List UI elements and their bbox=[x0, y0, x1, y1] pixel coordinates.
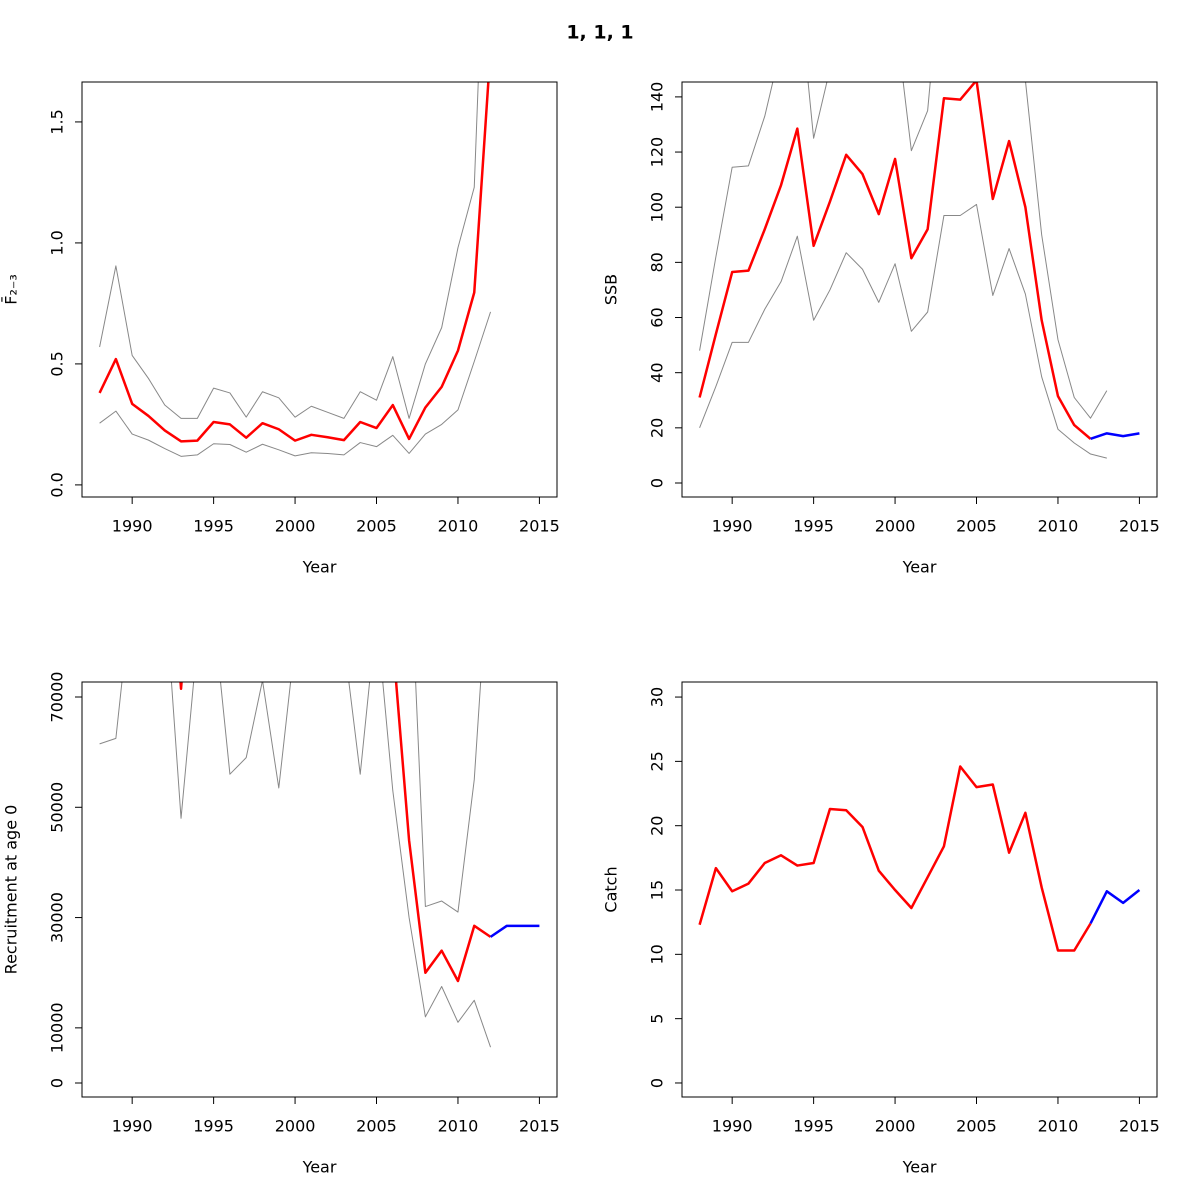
x-tick-label: 2015 bbox=[519, 517, 560, 536]
x-axis-label: Year bbox=[302, 1158, 337, 1177]
x-tick-label: 2005 bbox=[356, 1117, 397, 1136]
y-tick-label: 60 bbox=[648, 307, 667, 327]
x-tick-label: 1990 bbox=[112, 517, 153, 536]
x-tick-label: 1995 bbox=[793, 1117, 834, 1136]
x-tick-label: 2000 bbox=[875, 517, 916, 536]
series-line bbox=[99, 682, 492, 1048]
y-axis-label: F̄₂₋₃ bbox=[2, 274, 21, 304]
y-tick-label: 25 bbox=[648, 751, 667, 771]
x-tick-label: 2015 bbox=[519, 1117, 560, 1136]
series-line bbox=[98, 82, 490, 443]
x-tick-label: 2010 bbox=[438, 517, 479, 536]
series-line bbox=[1090, 432, 1140, 441]
series-line bbox=[698, 82, 1092, 440]
x-tick-label: 2010 bbox=[1038, 517, 1079, 536]
x-tick-label: 2005 bbox=[356, 517, 397, 536]
x-axis-label: Year bbox=[902, 558, 937, 577]
y-tick-label: 0.0 bbox=[48, 472, 67, 497]
y-tick-label: 5 bbox=[648, 1014, 667, 1024]
y-tick-label: 30 bbox=[648, 687, 667, 707]
x-tick-label: 2005 bbox=[956, 1117, 997, 1136]
y-axis-label: Recruitment at age 0 bbox=[2, 805, 21, 975]
y-tick-label: 0 bbox=[648, 1078, 667, 1088]
x-tick-label: 2000 bbox=[275, 517, 316, 536]
figure-title: 1, 1, 1 bbox=[566, 22, 633, 44]
y-tick-label: 120 bbox=[648, 137, 667, 168]
x-tick-label: 2015 bbox=[1119, 517, 1160, 536]
y-axis-label: Catch bbox=[602, 866, 621, 912]
y-tick-label: 40 bbox=[648, 362, 667, 382]
series-line bbox=[415, 682, 482, 913]
y-tick-label: 140 bbox=[648, 82, 667, 113]
y-tick-label: 30000 bbox=[48, 892, 67, 943]
series-line bbox=[489, 924, 540, 938]
x-tick-label: 1990 bbox=[112, 1117, 153, 1136]
x-tick-label: 1995 bbox=[193, 517, 234, 536]
y-tick-label: 10000 bbox=[48, 1002, 67, 1053]
x-axis-label: Year bbox=[902, 1158, 937, 1177]
series-line bbox=[1089, 889, 1141, 925]
y-tick-label: 0.5 bbox=[48, 351, 67, 376]
x-axis-label: Year bbox=[302, 558, 337, 577]
series-line bbox=[698, 765, 1092, 952]
y-tick-label: 1.5 bbox=[48, 109, 67, 134]
plot-box bbox=[81, 81, 558, 498]
y-tick-label: 20 bbox=[648, 816, 667, 836]
y-tick-label: 20 bbox=[648, 418, 667, 438]
y-tick-label: 100 bbox=[648, 192, 667, 223]
y-tick-label: 10 bbox=[648, 944, 667, 964]
y-tick-label: 80 bbox=[648, 252, 667, 272]
x-tick-label: 1990 bbox=[712, 1117, 753, 1136]
series-line bbox=[99, 82, 479, 419]
x-tick-label: 2015 bbox=[1119, 1117, 1160, 1136]
x-tick-label: 2010 bbox=[1038, 1117, 1079, 1136]
series-line bbox=[699, 203, 1107, 459]
x-tick-label: 2000 bbox=[275, 1117, 316, 1136]
x-tick-label: 1995 bbox=[193, 1117, 234, 1136]
y-tick-label: 0 bbox=[648, 478, 667, 488]
series-line bbox=[99, 311, 492, 457]
y-tick-label: 50000 bbox=[48, 782, 67, 833]
plot-box bbox=[681, 681, 1158, 1098]
series-line bbox=[179, 682, 492, 983]
y-tick-label: 0 bbox=[48, 1078, 67, 1088]
x-tick-label: 1990 bbox=[712, 517, 753, 536]
y-tick-label: 70000 bbox=[48, 672, 67, 723]
x-tick-label: 2005 bbox=[956, 517, 997, 536]
x-tick-label: 2000 bbox=[875, 1117, 916, 1136]
x-tick-label: 1995 bbox=[793, 517, 834, 536]
y-tick-label: 15 bbox=[648, 880, 667, 900]
y-tick-label: 1.0 bbox=[48, 230, 67, 255]
y-axis-label: SSB bbox=[602, 274, 621, 305]
plot-box bbox=[81, 681, 558, 1098]
x-tick-label: 2010 bbox=[438, 1117, 479, 1136]
plot-box bbox=[681, 81, 1158, 498]
